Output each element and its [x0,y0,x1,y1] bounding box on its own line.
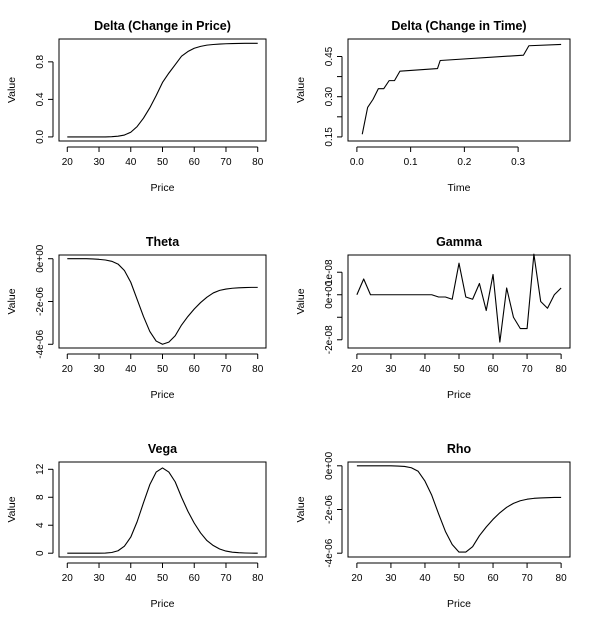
y-tick-label: 0e+00 [324,280,335,309]
x-axis-label: Price [447,389,471,401]
y-tick-label: 0.30 [324,87,335,107]
y-tick-label: -2e-06 [324,495,335,524]
x-tick-label: 20 [351,573,363,584]
panel-delta-price: Delta (Change in Price) 20 30 40 50 60 70 80 Pri… [6,19,267,194]
x-tick-label: 30 [385,573,397,584]
x-tick-label: 60 [189,573,201,584]
x-tick-label: 40 [125,364,137,375]
panel-theta: Theta 20 30 40 50 60 70 80 Price -4e-06 -2e-06 0e+0… [6,235,267,401]
x-tick-label: 70 [220,573,232,584]
y-tick-label: -4e-06 [35,329,46,358]
x-tick-label: 30 [385,364,397,375]
y-tick-label: 0.4 [35,92,46,106]
y-axis-label: Value [6,288,18,314]
x-axis-label: Price [151,598,175,610]
y-tick-label: 0 [35,550,46,556]
y-tick-label: 0e+00 [35,244,46,273]
x-tick-label: 0.2 [457,157,471,168]
x-tick-label: 70 [522,364,534,375]
x-tick-label: 40 [419,364,431,375]
y-tick-label: 1e-08 [324,259,335,285]
x-tick-label: 20 [62,364,74,375]
x-tick-label: 50 [453,364,465,375]
x-axis-label: Price [447,598,471,610]
chart-title: Vega [148,442,178,456]
x-tick-label: 20 [62,573,74,584]
x-tick-label: 0.3 [511,157,525,168]
x-axis-label: Price [151,389,175,401]
x-tick-label: 60 [487,573,499,584]
y-tick-label: 4 [35,522,46,528]
panel-vega: Vega 20 30 40 50 60 70 80 Price 0 4 8 12 Value [6,442,267,610]
y-axis-label: Value [295,496,307,522]
x-tick-label: 80 [252,573,264,584]
x-tick-label: 70 [220,364,232,375]
y-tick-label: -4e-06 [324,538,335,567]
y-tick-label: 8 [35,494,46,500]
chart-title: Delta (Change in Price) [94,19,231,33]
panel-gamma: Gamma 20 30 40 50 60 70 80 Price -2e-08 0e+001e-08… [295,235,571,401]
panel-rho: Rho 20 30 40 50 60 70 80 Price -4e-06 -2e-06 0e+00 V… [295,442,571,610]
plot-frame [347,254,571,349]
plot-frame [347,461,571,558]
x-tick-label: 40 [419,573,431,584]
series-line [356,253,562,343]
x-tick-label: 30 [93,573,105,584]
plot-frame [58,254,267,349]
panel-delta-time: Delta (Change in Time) 0.0 0.1 0.2 0.3 Time 0.… [295,19,571,194]
y-tick-label: 12 [35,463,46,475]
x-axis-label: Price [151,182,175,194]
plot-frame [58,461,267,558]
series-line [67,42,258,138]
x-tick-label: 80 [252,157,264,168]
x-tick-label: 40 [125,157,137,168]
y-tick-label: 0.0 [35,130,46,144]
x-tick-label: 60 [487,364,499,375]
series-line [356,465,562,553]
x-tick-label: 60 [189,364,201,375]
y-axis-label: Value [295,288,307,314]
y-tick-label: -2e-08 [324,325,335,354]
x-tick-label: 30 [93,364,105,375]
x-tick-label: 50 [453,573,465,584]
x-tick-label: 80 [556,364,568,375]
x-tick-label: 20 [351,364,363,375]
x-tick-label: 60 [189,157,201,168]
x-tick-label: 50 [157,157,169,168]
y-tick-label: 0.15 [324,127,335,147]
chart-title: Gamma [436,235,483,249]
y-tick-label: 0e+00 [324,451,335,480]
x-tick-label: 30 [93,157,105,168]
chart-title: Delta (Change in Time) [391,19,526,33]
x-tick-label: 50 [157,364,169,375]
series-line [67,258,258,345]
x-tick-label: 20 [62,157,74,168]
x-tick-label: 80 [556,573,568,584]
series-line [67,467,258,554]
series-line [361,43,562,135]
y-tick-label: 0.45 [324,46,335,66]
y-tick-label: -2e-06 [35,287,46,316]
chart-title: Theta [146,235,180,249]
plot-frame [347,38,571,142]
plot-frame [58,38,267,142]
x-tick-label: 50 [157,573,169,584]
chart-title: Rho [447,442,472,456]
y-axis-label: Value [6,496,18,522]
y-axis-label: Value [295,77,307,103]
x-axis-label: Time [448,182,471,194]
x-tick-label: 0.0 [350,157,364,168]
x-tick-label: 0.1 [404,157,418,168]
y-axis-label: Value [6,77,18,103]
x-tick-label: 40 [125,573,137,584]
x-tick-label: 70 [220,157,232,168]
y-tick-label: 0.8 [35,54,46,68]
x-tick-label: 70 [522,573,534,584]
x-tick-label: 80 [252,364,264,375]
